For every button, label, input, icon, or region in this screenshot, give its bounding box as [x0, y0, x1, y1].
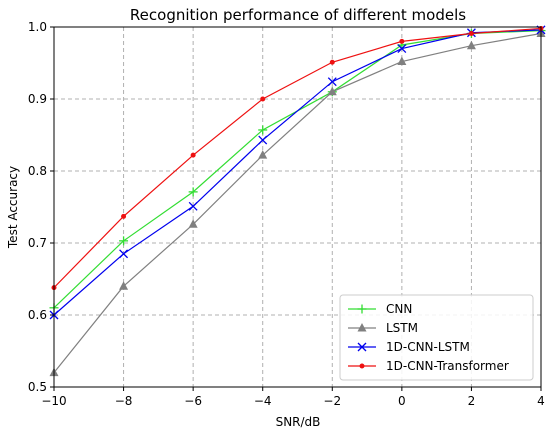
- data-point-1d-cnn-transformer: [260, 96, 266, 102]
- legend-marker-cnn: [357, 304, 367, 314]
- x-tick-label: −6: [184, 394, 202, 408]
- data-point-cnn: [188, 187, 198, 197]
- legend-label: LSTM: [386, 321, 418, 335]
- legend-label: 1D-CNN-LSTM: [386, 340, 470, 354]
- y-axis: 0.5 0.6 0.7 0.8 0.9 1.0: [28, 20, 54, 394]
- chart-title: Recognition performance of different mod…: [130, 6, 466, 24]
- y-tick-label: 0.5: [28, 380, 47, 394]
- series-line-1d-cnn-lstm: [53, 29, 542, 316]
- data-point-lstm: [119, 281, 129, 290]
- y-tick-label: 0.9: [28, 92, 47, 106]
- x-axis: −10 −8 −6 −4 −2 0 2 4: [41, 387, 545, 408]
- data-point-1d-cnn-transformer: [121, 213, 127, 219]
- series-line-lstm: [53, 32, 542, 373]
- data-point-1d-cnn-transformer: [190, 152, 196, 158]
- legend-item-cnn: CNN: [348, 302, 412, 316]
- series-line-1d-cnn-transformer: [53, 27, 542, 289]
- x-tick-label: 2: [468, 394, 476, 408]
- data-point-cnn: [119, 236, 129, 246]
- data-point-lstm: [258, 150, 268, 159]
- y-tick-label: 1.0: [28, 20, 47, 34]
- series-1d-cnn-lstm: [49, 25, 546, 320]
- data-point-1d-cnn-transformer: [468, 30, 474, 36]
- data-point-lstm: [466, 40, 476, 50]
- legend-item-lstm: LSTM: [348, 321, 418, 335]
- x-tick-label: −4: [254, 394, 272, 408]
- plot-frame: [53, 26, 542, 388]
- data-point-1d-cnn-transformer: [329, 59, 335, 65]
- y-axis-title: Test Accuracy: [6, 166, 20, 249]
- legend-item-1d-cnn-lstm: 1D-CNN-LSTM: [348, 340, 470, 354]
- data-point-1d-cnn-lstm: [397, 44, 407, 54]
- legend-item-1d-cnn-transformer: 1D-CNN-Transformer: [348, 359, 509, 373]
- legend-box: [339, 294, 534, 381]
- data-point-cnn: [258, 125, 268, 135]
- data-point-1d-cnn-lstm: [327, 77, 337, 87]
- legend: CNN LSTM 1D-CNN-LSTM 1D-CNN-Transformer: [339, 294, 534, 381]
- y-tick-label: 0.6: [28, 308, 47, 322]
- data-point-1d-cnn-lstm: [188, 201, 198, 211]
- series-1d-cnn-transformer: [51, 25, 544, 291]
- x-tick-label: −8: [115, 394, 133, 408]
- data-point-1d-cnn-lstm: [119, 249, 129, 259]
- series-line-cnn: [53, 30, 542, 309]
- data-point-lstm: [397, 56, 407, 66]
- legend-marker-1d-cnn-transformer: [359, 363, 365, 369]
- legend-label: 1D-CNN-Transformer: [386, 359, 509, 373]
- x-tick-label: −2: [323, 394, 341, 408]
- x-tick-label: 4: [537, 394, 545, 408]
- legend-marker-1d-cnn-lstm: [357, 342, 367, 352]
- data-point-lstm: [188, 219, 198, 228]
- x-tick-label: −10: [41, 394, 66, 408]
- series-lstm: [49, 28, 546, 377]
- data-point-1d-cnn-transformer: [399, 38, 405, 44]
- series-layer: [49, 25, 546, 377]
- data-point-1d-cnn-lstm: [258, 135, 268, 145]
- y-tick-label: 0.7: [28, 236, 47, 250]
- data-point-lstm: [327, 86, 337, 96]
- legend-label: CNN: [386, 302, 412, 316]
- x-tick-label: 0: [398, 394, 406, 408]
- y-tick-label: 0.8: [28, 164, 47, 178]
- x-axis-title: SNR/dB: [276, 415, 321, 429]
- legend-marker-lstm: [357, 323, 367, 332]
